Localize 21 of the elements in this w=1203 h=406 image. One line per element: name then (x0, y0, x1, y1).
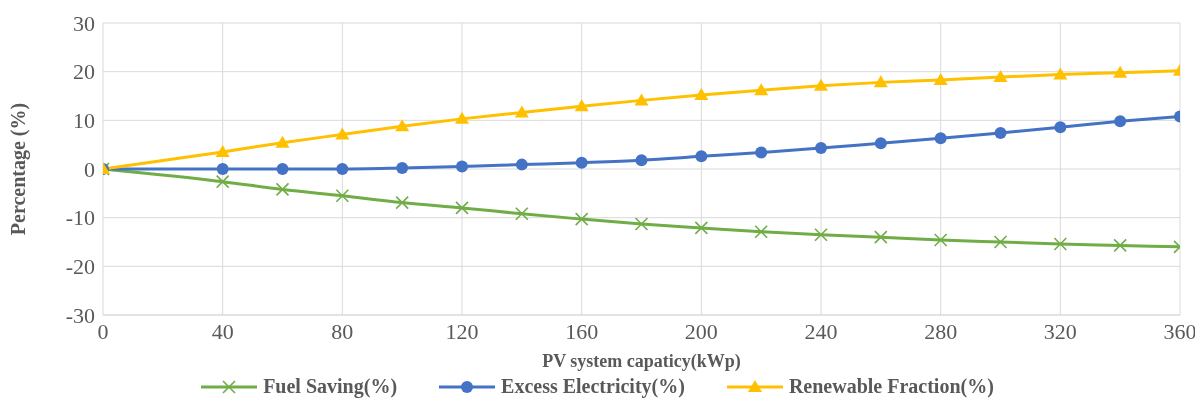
legend-label: Excess Electricity(%) (501, 375, 685, 398)
x-tick-label: 280 (924, 318, 958, 344)
x-tick-label: 120 (445, 318, 479, 344)
y-tick-label: 10 (73, 108, 95, 134)
y-axis-title: Percentage (%) (7, 102, 31, 236)
y-tick-label: 30 (73, 10, 95, 36)
x-tick-label: 240 (804, 318, 838, 344)
x-axis-title: PV system capaticy(kWp) (542, 351, 741, 372)
x-tick-label: 360 (1163, 318, 1197, 344)
x-tick-label: 320 (1043, 318, 1077, 344)
legend-label: Fuel Saving(%) (263, 375, 398, 398)
y-tick-label: -30 (65, 302, 95, 328)
y-tick-label: 0 (84, 156, 95, 182)
x-tick-label: 40 (211, 318, 234, 344)
y-tick-label: -10 (65, 205, 95, 231)
x-tick-label: 200 (684, 318, 718, 344)
y-tick-label: -20 (65, 254, 95, 280)
x-tick-label: 80 (331, 318, 354, 344)
legend-label: Renewable Fraction(%) (788, 375, 994, 398)
x-tick-label: 160 (565, 318, 599, 344)
y-tick-label: 20 (73, 59, 95, 85)
